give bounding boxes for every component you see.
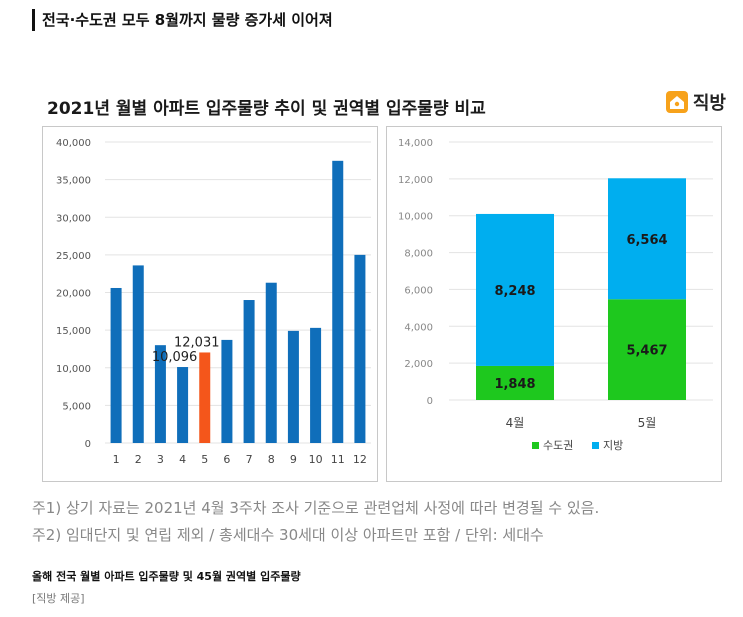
- y-tick-label: 2,000: [404, 359, 433, 370]
- photo-caption: 올해 전국 월별 아파트 입주물량 및 45월 권역별 입주물량: [32, 570, 301, 583]
- bar-month-6: [221, 339, 233, 443]
- data-label: 12,031: [174, 335, 220, 350]
- note-1: 주1) 상기 자료는 2021년 4월 3주차 조사 기준으로 관련업체 사정에…: [32, 499, 600, 517]
- monthly-chart-panel: 40,000 35,000 30,000 25,000 20,000 15,000 10,0…: [42, 126, 378, 482]
- x-tick-label: 7: [246, 453, 253, 466]
- y-tick-label: 12,000: [398, 175, 433, 186]
- x-tick-label: 8: [268, 453, 275, 466]
- monthly-chart: 40,00035,00030,00025,00020,00015,00010,0…: [56, 138, 371, 466]
- data-label: 10,096: [152, 350, 198, 365]
- bar-month-10: [310, 327, 322, 443]
- x-tick-label: 5: [201, 453, 208, 466]
- y-tick-label: 30,000: [56, 213, 91, 224]
- photo-credit: [직방 제공]: [32, 592, 85, 605]
- x-tick-label: 3: [157, 453, 164, 466]
- y-tick-label: 5,000: [62, 401, 91, 412]
- bar-segment-지방: [608, 178, 686, 300]
- y-tick-label: 10,000: [398, 212, 433, 223]
- x-tick-label: 2: [135, 453, 142, 466]
- regional-chart: 14,000 12,000 10,000 8,000 6,000 4,000 2,000 0 1…: [398, 138, 713, 452]
- bar-month-7: [243, 300, 255, 443]
- data-label: 6,564: [626, 233, 667, 248]
- bar-month-2: [132, 265, 144, 443]
- data-label: 8,248: [494, 284, 535, 299]
- bar-month-9: [287, 330, 299, 443]
- bar-month-12: [354, 254, 366, 443]
- y-tick-label: 4,000: [404, 322, 433, 333]
- infographic: 2021년 월별 아파트 입주물량 추이 및 권역별 입주물량 비교 직방 40…: [32, 82, 732, 488]
- y-tick-label: 10,000: [56, 364, 91, 375]
- bar-month-5: [199, 352, 211, 443]
- bar-month-8: [265, 282, 277, 443]
- legend-label: 지방: [603, 439, 623, 452]
- y-tick-label: 25,000: [56, 251, 91, 262]
- y-tick-label: 14,000: [398, 138, 433, 149]
- bar-month-1: [110, 287, 122, 443]
- x-tick-label: 12: [353, 453, 367, 466]
- x-tick-label: 11: [331, 453, 345, 466]
- house-icon: [665, 91, 688, 113]
- legend-label: 수도권: [543, 439, 573, 452]
- y-tick-label: 35,000: [56, 176, 91, 187]
- x-tick-label: 10: [309, 453, 323, 466]
- x-tick-label: 4월: [506, 416, 525, 430]
- x-tick-label: 6: [223, 453, 230, 466]
- bar-month-3: [154, 345, 166, 443]
- y-tick-label: 8,000: [404, 249, 433, 260]
- x-tick-label: 1: [113, 453, 120, 466]
- y-tick-label: 0: [427, 396, 433, 407]
- bar-segment-수도권: [476, 365, 554, 400]
- y-tick-label: 6,000: [404, 285, 433, 296]
- bar-month-4: [177, 367, 189, 443]
- y-tick-label: 40,000: [56, 138, 91, 149]
- y-tick-label: 0: [85, 439, 91, 450]
- brand-logo: 직방: [665, 89, 726, 115]
- brand-name: 직방: [692, 93, 726, 114]
- bar-month-11: [332, 160, 344, 443]
- x-tick-label: 5월: [638, 416, 657, 430]
- legend-swatch: [592, 442, 599, 449]
- legend-swatch: [532, 442, 539, 449]
- y-tick-label: 15,000: [56, 326, 91, 337]
- article-headline: 전국·수도권 모두 8월까지 물량 증가세 이어져: [32, 9, 333, 31]
- bar-segment-수도권: [608, 299, 686, 400]
- x-tick-label: 9: [290, 453, 297, 466]
- note-2: 주2) 임대단지 및 연립 제외 / 총세대수 30세대 이상 아파트만 포함 …: [32, 526, 544, 544]
- x-tick-label: 4: [179, 453, 186, 466]
- chart-title: 2021년 월별 아파트 입주물량 추이 및 권역별 입주물량 비교: [47, 99, 486, 119]
- bar-segment-지방: [476, 213, 554, 366]
- data-label: 1,848: [494, 377, 535, 392]
- data-label: 5,467: [626, 344, 667, 359]
- y-tick-label: 20,000: [56, 289, 91, 300]
- regional-chart-panel: 14,000 12,000 10,000 8,000 6,000 4,000 2,000 0 1…: [386, 126, 722, 482]
